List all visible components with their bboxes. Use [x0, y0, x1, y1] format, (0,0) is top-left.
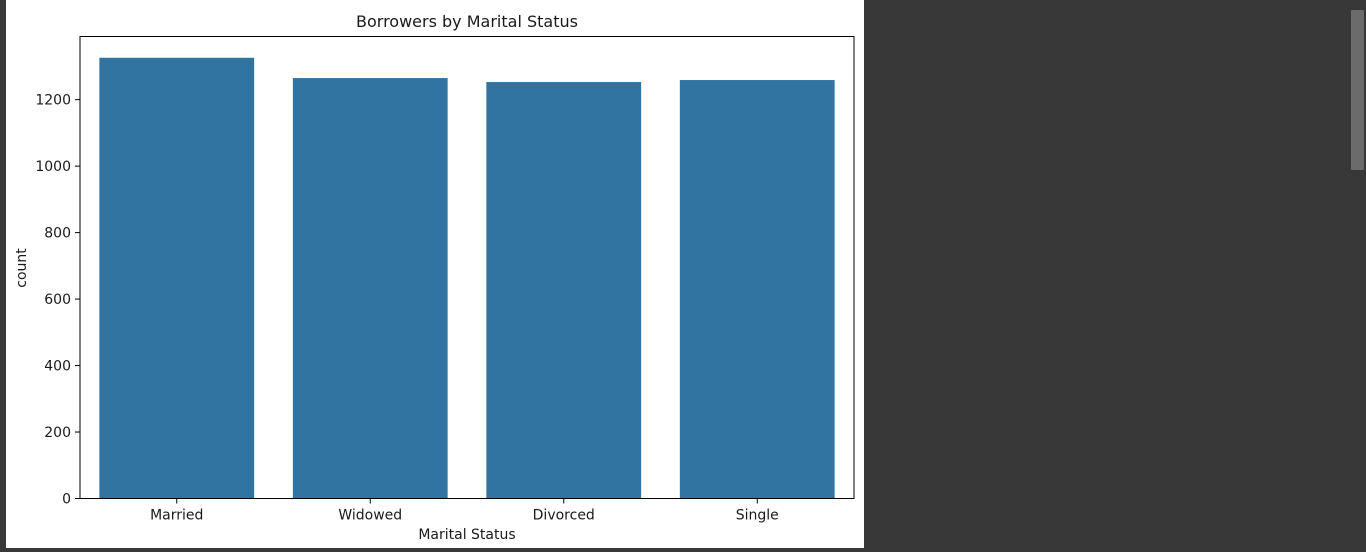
x-axis: Married Widowed Divorced Single	[150, 498, 779, 524]
plot-frame	[79, 36, 855, 499]
bar-widowed	[292, 78, 448, 499]
bars-group	[99, 57, 835, 499]
y-tick-label: 800	[44, 226, 71, 242]
y-axis-label: count	[14, 248, 30, 288]
x-tick-label: Single	[736, 508, 779, 524]
y-tick-label: 200	[44, 425, 71, 441]
right-panel	[864, 0, 1350, 548]
x-tick-label: Widowed	[338, 508, 402, 524]
x-axis-label: Marital Status	[418, 527, 515, 543]
bar-divorced	[486, 82, 642, 499]
y-tick-label: 1000	[35, 159, 71, 175]
scrollbar-thumb[interactable]	[1351, 10, 1364, 170]
notebook-output-area: Borrowers by Marital Status 0 200 400 600 80…	[6, 0, 864, 548]
y-tick-label: 400	[44, 359, 71, 375]
bar-chart: Borrowers by Marital Status 0 200 400 600 80…	[14, 12, 855, 543]
y-tick-label: 1200	[35, 93, 71, 109]
y-tick-label: 600	[44, 292, 71, 308]
bar-single	[679, 80, 835, 499]
x-tick-label: Divorced	[533, 508, 595, 524]
left-gutter	[0, 0, 6, 548]
y-tick-label: 0	[62, 492, 71, 508]
bar-married	[99, 57, 255, 499]
chart-title: Borrowers by Marital Status	[356, 12, 578, 31]
x-tick-label: Married	[150, 508, 203, 524]
y-axis: 0 200 400 600 800 1000 1200	[35, 93, 80, 508]
